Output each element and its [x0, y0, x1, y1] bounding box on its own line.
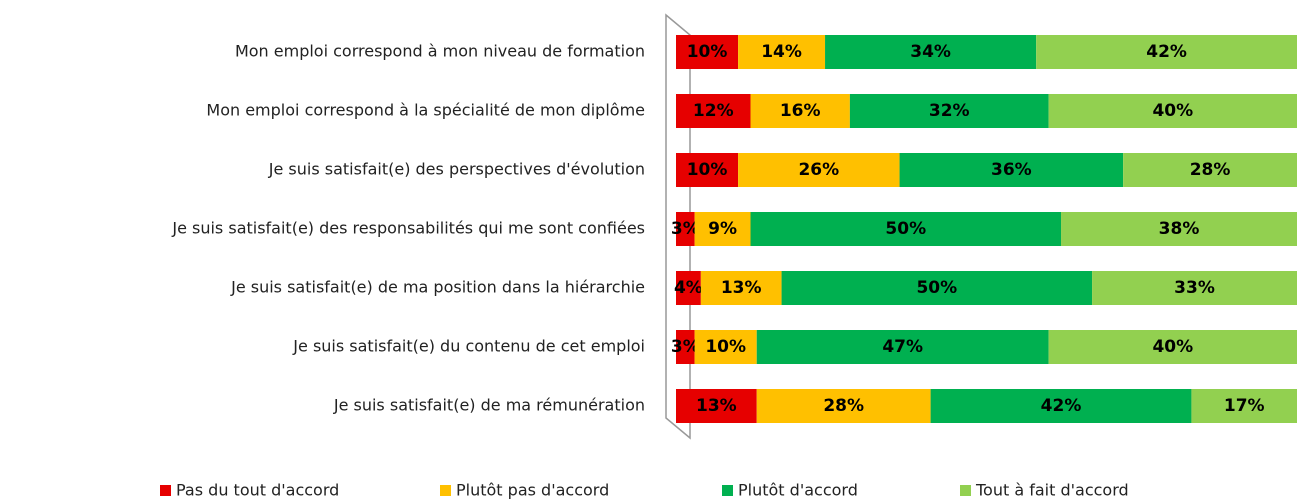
data-label: 16%: [780, 101, 821, 121]
bar-segment: [756, 330, 1049, 364]
data-label: 40%: [1152, 337, 1193, 357]
category-label: Mon emploi correspond à la spécialité de…: [206, 101, 645, 120]
bar-segment: [1048, 330, 1297, 364]
data-label: 36%: [991, 160, 1032, 180]
data-label: 26%: [798, 160, 839, 180]
bar-segment: [738, 35, 826, 69]
data-label: 28%: [823, 396, 864, 416]
bar-segment: [676, 271, 701, 305]
legend-label: Tout à fait d'accord: [975, 481, 1129, 499]
bar-segment: [700, 271, 782, 305]
bar-segment: [676, 330, 695, 364]
legend-label: Plutôt pas d'accord: [456, 481, 609, 499]
data-label: 47%: [882, 337, 923, 357]
data-label: 50%: [916, 278, 957, 298]
data-label: 10%: [705, 337, 746, 357]
category-label: Je suis satisfait(e) du contenu de cet e…: [292, 337, 645, 356]
bar-segment: [781, 271, 1093, 305]
category-label: Mon emploi correspond à mon niveau de fo…: [235, 42, 645, 61]
legend-swatch: [722, 485, 733, 496]
data-label: 3%: [671, 219, 700, 239]
data-label: 3%: [671, 337, 700, 357]
data-label: 32%: [929, 101, 970, 121]
legend-swatch: [160, 485, 171, 496]
category-label: Je suis satisfait(e) des responsabilités…: [171, 219, 645, 238]
bar-segment: [750, 94, 850, 128]
legend-label: Plutôt d'accord: [738, 481, 858, 499]
bar-segment: [1061, 212, 1297, 246]
data-label: 12%: [693, 101, 734, 121]
data-label: 10%: [687, 42, 728, 62]
bar-segment: [750, 212, 1062, 246]
data-label: 4%: [674, 278, 703, 298]
bar-segment: [1092, 271, 1297, 305]
data-label: 28%: [1190, 160, 1231, 180]
data-label: 9%: [708, 219, 737, 239]
data-label: 34%: [910, 42, 951, 62]
bar-segment: [1123, 153, 1297, 187]
bar-segment: [825, 35, 1037, 69]
data-label: 14%: [761, 42, 802, 62]
data-label: 42%: [1041, 396, 1082, 416]
bar-segment: [738, 153, 900, 187]
category-label: Je suis satisfait(e) de ma position dans…: [230, 278, 645, 297]
data-label: 38%: [1159, 219, 1200, 239]
bar-segment: [1191, 389, 1297, 423]
bar-segment: [899, 153, 1124, 187]
bar-segment: [694, 330, 757, 364]
bar-segment: [756, 389, 931, 423]
legend-swatch: [440, 485, 451, 496]
data-label: 17%: [1224, 396, 1265, 416]
bar-segment: [676, 389, 757, 423]
data-label: 50%: [885, 219, 926, 239]
bar-segment: [676, 35, 739, 69]
data-label: 40%: [1152, 101, 1193, 121]
category-label: Je suis satisfait(e) des perspectives d'…: [268, 160, 645, 179]
data-label: 42%: [1146, 42, 1187, 62]
bar-segment: [676, 94, 751, 128]
category-label: Je suis satisfait(e) de ma rémunération: [333, 396, 645, 415]
bar-segment: [1048, 94, 1297, 128]
bar-segment: [676, 212, 695, 246]
data-label: 13%: [696, 396, 737, 416]
bar-segment: [1036, 35, 1297, 69]
bar-segment: [694, 212, 751, 246]
data-label: 10%: [687, 160, 728, 180]
bar-segment: [930, 389, 1192, 423]
bar-segment: [849, 94, 1049, 128]
legend-swatch: [960, 485, 971, 496]
bar-segment: [676, 153, 739, 187]
data-label: 33%: [1174, 278, 1215, 298]
legend-label: Pas du tout d'accord: [176, 481, 339, 499]
data-label: 13%: [721, 278, 762, 298]
